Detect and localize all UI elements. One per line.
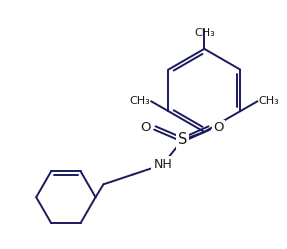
Text: CH₃: CH₃	[194, 28, 215, 38]
Text: O: O	[213, 122, 224, 134]
Text: O: O	[140, 122, 151, 134]
Text: S: S	[178, 132, 187, 147]
Text: CH₃: CH₃	[259, 96, 279, 106]
Text: CH₃: CH₃	[129, 96, 150, 106]
Text: NH: NH	[154, 158, 172, 171]
